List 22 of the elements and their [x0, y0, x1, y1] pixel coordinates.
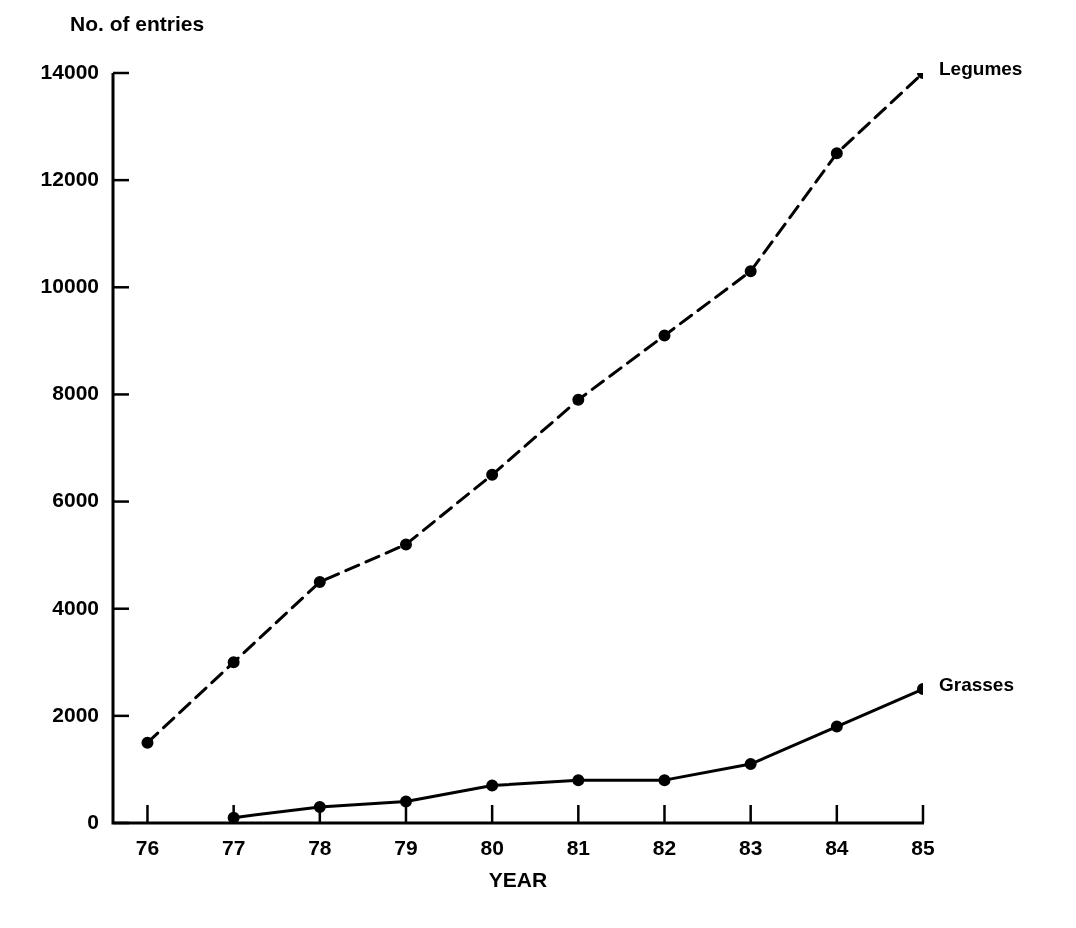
y-tick-label: 2000 — [52, 702, 99, 726]
y-tick-label: 12000 — [40, 166, 99, 190]
x-tick-label: 82 — [652, 836, 677, 860]
x-tick-label: 77 — [221, 836, 246, 860]
series-label: Grasses — [939, 674, 1015, 696]
y-tick-label: 0 — [87, 809, 99, 833]
series-label: Legumes — [939, 58, 1023, 80]
x-tick-label: 76 — [135, 836, 160, 860]
x-tick-label: 79 — [394, 836, 418, 860]
x-tick-label: 80 — [480, 836, 504, 860]
y-tick-label: 14000 — [40, 59, 99, 83]
y-tick-label: 10000 — [40, 274, 99, 298]
x-tick-label: 84 — [825, 836, 849, 860]
y-tick-label: 8000 — [52, 381, 99, 405]
x-tick-label: 83 — [738, 836, 763, 860]
y-tick-label: 4000 — [52, 595, 99, 619]
y-tick-label: 6000 — [52, 488, 99, 512]
y-axis-title: No. of entries — [70, 12, 205, 36]
x-axis-title: YEAR — [488, 868, 548, 892]
x-tick-label: 85 — [911, 836, 935, 860]
x-tick-label: 78 — [308, 836, 332, 860]
x-tick-label: 81 — [566, 836, 591, 860]
